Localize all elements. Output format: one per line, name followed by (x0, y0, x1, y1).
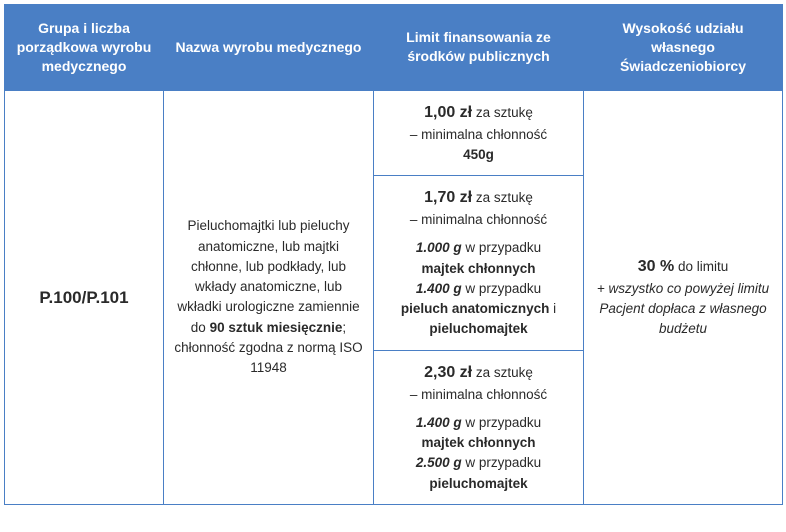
header-contribution: Wysokość udziału własnego Świadczeniobio… (584, 5, 783, 91)
financing-table: Grupa i liczba porządkowa wyrobu medyczn… (4, 4, 783, 505)
limit-cell-2: 1,70 zł za sztukę – minimalna chłonność … (374, 176, 584, 351)
limit-1-sub: – minimalna chłonność (410, 127, 547, 142)
limit-cell-1: 1,00 zł za sztukę – minimalna chłonność … (374, 90, 584, 176)
l3-line1-p: w przypadku (462, 415, 542, 430)
price-1: 1,00 zł (424, 104, 472, 121)
product-name-text2: chłonność zgodna z normą ISO 11948 (174, 340, 362, 375)
l3-line3-p: w przypadku (462, 455, 542, 470)
l3-line2-b: majtek chłonnych (421, 435, 535, 450)
product-name-text1: Pieluchomajtki lub pieluchy anatomiczne,… (177, 218, 359, 334)
price-3-unit: za sztukę (472, 365, 533, 380)
product-name-bold: 90 sztuk miesięcznie (210, 320, 343, 335)
limit-2-sub: – minimalna chłonność (410, 212, 547, 227)
l3-line4-b: pieluchomajtek (429, 476, 527, 491)
limit-cell-3: 2,30 zł za sztukę – minimalna chłonność … (374, 350, 584, 504)
price-3: 2,30 zł (424, 364, 472, 381)
table-header-row: Grupa i liczba porządkowa wyrobu medyczn… (5, 5, 783, 91)
l2-line3-p: w przypadku (462, 281, 542, 296)
limit-3-sub: – minimalna chłonność (410, 387, 547, 402)
contribution-pct: 30 % (638, 258, 674, 275)
header-name: Nazwa wyrobu medycznego (164, 5, 374, 91)
l3-line3-bi: 2.500 g (416, 455, 462, 470)
contribution-note: + wszystko co powyżej limitu Pacjent dop… (597, 281, 769, 337)
l3-line1-bi: 1.400 g (416, 415, 462, 430)
price-1-unit: za sztukę (472, 105, 533, 120)
product-name: Pieluchomajtki lub pieluchy anatomiczne,… (164, 90, 374, 504)
l2-line2-b: majtek chłonnych (421, 261, 535, 276)
price-2-unit: za sztukę (472, 190, 533, 205)
header-group: Grupa i liczba porządkowa wyrobu medyczn… (5, 5, 164, 91)
table-row: P.100/P.101 Pieluchomajtki lub pieluchy … (5, 90, 783, 176)
contribution-cell: 30 % do limitu + wszystko co powyżej lim… (584, 90, 783, 504)
l2-line4-b: pieluch anatomicznych (401, 301, 550, 316)
l2-line1-bi: 1.000 g (416, 240, 462, 255)
l2-line3-bi: 1.400 g (416, 281, 462, 296)
product-name-semicolon: ; (342, 320, 346, 335)
limit-1-val: 450g (463, 147, 494, 162)
header-limit: Limit finansowania ze środków publicznyc… (374, 5, 584, 91)
l2-line4-p2: i (549, 301, 556, 316)
l2-line1-p: w przypadku (462, 240, 542, 255)
product-code: P.100/P.101 (5, 90, 164, 504)
contribution-tail: do limitu (674, 259, 728, 274)
l2-line5-b: pieluchomajtek (429, 321, 527, 336)
price-2: 1,70 zł (424, 189, 472, 206)
